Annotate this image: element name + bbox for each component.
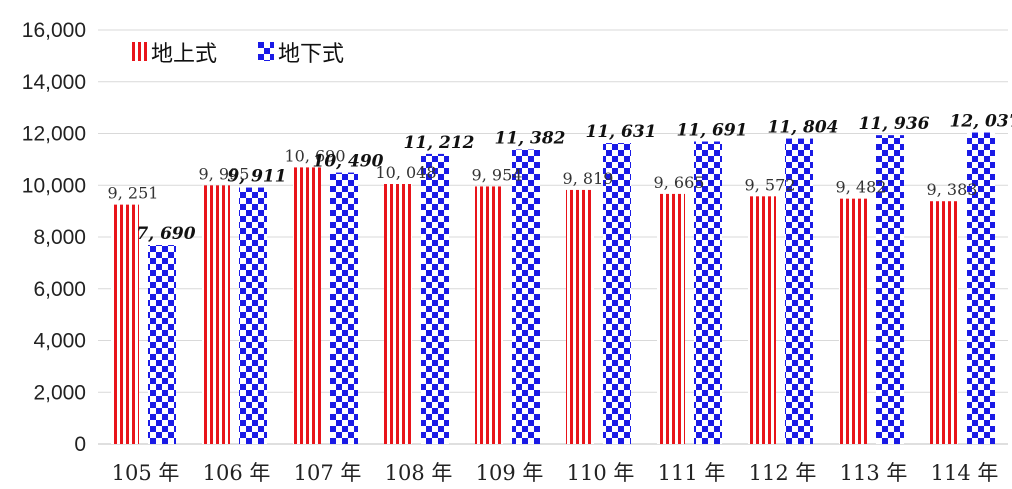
y-tick-label: 8,000 — [33, 226, 86, 249]
y-tick-label: 0 — [74, 433, 86, 456]
bar-underground — [876, 135, 904, 444]
data-label-underground: 11, 691 — [677, 120, 748, 140]
x-tick-label: 106 年 — [203, 461, 271, 485]
bar-underground — [421, 153, 449, 444]
bar-above-ground — [566, 189, 594, 444]
data-label-underground: 11, 212 — [404, 133, 475, 153]
bar-underground — [239, 187, 267, 445]
legend-label-underground: 地下式 — [278, 42, 344, 67]
y-axis: 0 2,000 4,000 6,000 8,000 10,000 12,000 14,000 1… — [22, 19, 86, 456]
gridlines — [98, 29, 1008, 445]
y-tick-label: 6,000 — [33, 278, 86, 301]
x-tick-label: 107 年 — [294, 461, 362, 485]
y-tick-label: 2,000 — [33, 381, 86, 404]
bar-above-ground — [657, 193, 685, 444]
legend-swatch-underground — [258, 42, 274, 61]
data-label-underground: 11, 382 — [495, 128, 566, 148]
bar-underground — [967, 132, 995, 445]
data-label-underground: 11, 631 — [586, 122, 657, 142]
legend: 地上式 地下式 — [131, 42, 344, 67]
data-label-above-ground: 9, 482 — [836, 178, 887, 197]
bar-above-ground — [839, 198, 867, 444]
legend-swatch-above-ground — [131, 42, 147, 61]
data-label-underground: 12, 037 — [950, 112, 1012, 132]
y-tick-label: 10,000 — [22, 174, 86, 197]
x-tick-label: 111 年 — [658, 461, 726, 485]
data-label-underground: 11, 936 — [859, 114, 930, 134]
data-label-underground: 10, 490 — [313, 152, 384, 172]
data-label-above-ground: 9, 819 — [563, 169, 614, 188]
bar-above-ground — [293, 167, 321, 445]
data-label-above-ground: 9, 572 — [745, 175, 796, 194]
x-axis: 105 年 106 年 107 年 108 年 109 年 110 年 111 年 112 年… — [112, 461, 999, 485]
x-tick-label: 109 年 — [476, 461, 544, 485]
data-label-above-ground: 10, 048 — [375, 163, 436, 182]
bar-underground — [603, 143, 631, 444]
data-label-above-ground: 9, 995 — [199, 164, 250, 183]
x-tick-label: 108 年 — [385, 461, 453, 485]
bar-above-ground — [748, 196, 776, 444]
data-label-underground: 9, 911 — [227, 167, 286, 187]
data-label-above-ground: 9, 251 — [108, 184, 159, 203]
data-label-above-ground: 10, 690 — [284, 146, 345, 165]
bar-underground — [512, 149, 540, 444]
bar-above-ground — [930, 201, 958, 444]
x-tick-label: 105 年 — [112, 461, 180, 485]
legend-label-above-ground: 地上式 — [151, 42, 217, 67]
data-label-above-ground: 9, 665 — [654, 173, 705, 192]
x-tick-label: 110 年 — [567, 461, 635, 485]
bar-above-ground — [202, 185, 230, 444]
data-label-underground: 11, 804 — [768, 118, 839, 138]
bar-underground — [694, 141, 722, 445]
y-tick-label: 12,000 — [22, 123, 86, 146]
data-label-above-ground: 9, 383 — [927, 180, 978, 199]
y-tick-label: 4,000 — [33, 330, 86, 353]
x-tick-label: 112 年 — [749, 461, 817, 485]
bar-above-ground — [384, 184, 412, 444]
bar-above-ground — [111, 204, 139, 444]
x-tick-label: 114 年 — [931, 461, 999, 485]
data-label-above-ground: 9, 954 — [472, 165, 523, 184]
bar-above-ground — [475, 186, 503, 444]
x-tick-label: 113 年 — [840, 461, 908, 485]
y-tick-label: 16,000 — [22, 19, 86, 42]
bar-underground — [148, 245, 176, 444]
y-tick-label: 14,000 — [22, 71, 86, 94]
bars — [111, 132, 995, 445]
bar-underground — [330, 172, 358, 445]
data-label-underground: 7, 690 — [136, 224, 195, 244]
bar-underground — [785, 138, 813, 444]
